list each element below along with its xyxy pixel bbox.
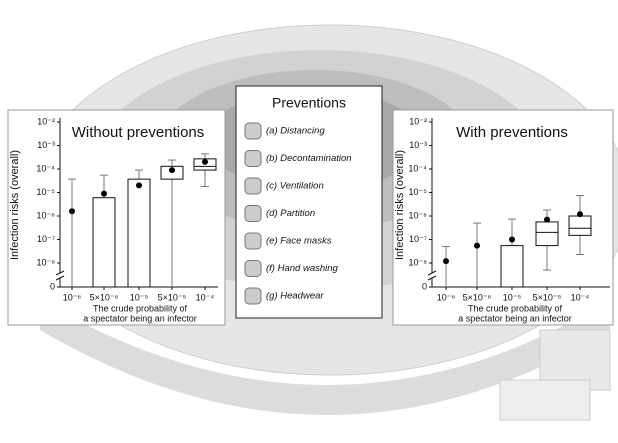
axis-break — [55, 270, 65, 276]
x-tick-label: 5×10⁻⁵ — [533, 292, 562, 302]
prevention-item: (d) Partition — [266, 208, 315, 219]
y-tick-label: 10⁻⁸ — [408, 257, 427, 267]
prevention-item: (a) Distancing — [266, 126, 325, 137]
y-tick-label: 0 — [50, 281, 55, 291]
y-tick-label: 10⁻⁴ — [408, 163, 427, 173]
y-tick-label: 10⁻² — [409, 116, 427, 126]
chart-title: With preventions — [456, 124, 568, 141]
prevention-icon — [244, 122, 262, 140]
x-tick-label: 10⁻⁴ — [571, 292, 590, 302]
mean-dot — [136, 182, 142, 189]
y-tick-label: 10⁻⁴ — [36, 163, 55, 173]
x-tick-label: 10⁻⁵ — [130, 292, 149, 302]
prevention-icon — [244, 232, 262, 250]
y-tick-label: 10⁻⁷ — [409, 234, 427, 244]
left-panel — [7, 109, 226, 326]
axis-break — [55, 275, 65, 281]
mean-dot — [169, 167, 175, 174]
prevention-item: (c) Ventilation — [266, 181, 324, 192]
mean-dot — [577, 211, 583, 218]
x-tick-label: 5×10⁻⁵ — [158, 292, 187, 302]
mean-dot — [443, 258, 449, 265]
x-tick-label: 10⁻⁴ — [196, 292, 215, 302]
x-tick-label: 10⁻⁶ — [63, 292, 82, 302]
y-tick-label: 10⁻⁵ — [37, 187, 56, 197]
y-tick-label: 10⁻³ — [37, 140, 55, 150]
y-tick-label: 10⁻⁶ — [409, 210, 428, 220]
mean-dot — [202, 158, 208, 165]
box — [92, 197, 116, 288]
chart-title: Without preventions — [72, 124, 205, 141]
y-tick-label: 0 — [422, 281, 427, 291]
x-axis-label: The crude probability of — [468, 303, 563, 313]
preventions-title: Preventions — [272, 95, 346, 111]
mean-dot — [101, 190, 107, 197]
y-tick-label: 10⁻² — [37, 116, 55, 126]
x-tick-label: 5×10⁻⁶ — [90, 292, 119, 302]
prevention-item: (b) Decontamination — [266, 153, 352, 164]
y-tick-label: 10⁻⁷ — [37, 234, 55, 244]
box — [535, 221, 559, 247]
prevention-panel — [235, 85, 383, 319]
x-axis-label: a spectator being an infector — [83, 313, 197, 323]
x-tick-label: 5×10⁻⁶ — [463, 292, 492, 302]
y-tick-label: 10⁻⁸ — [36, 257, 55, 267]
x-axis-label: a spectator being an infector — [458, 313, 572, 323]
axis-break — [427, 270, 437, 276]
prevention-icon — [244, 287, 262, 305]
mean-dot — [509, 236, 515, 243]
mean-dot — [69, 208, 75, 215]
box — [500, 245, 524, 288]
x-tick-label: 10⁻⁵ — [503, 292, 522, 302]
x-axis-label: The crude probability of — [93, 303, 188, 313]
mean-dot — [544, 216, 550, 223]
prevention-icons — [244, 122, 262, 305]
prevention-icon — [244, 260, 262, 277]
prevention-item: (f) Hand washing — [266, 263, 339, 274]
y-tick-label: 10⁻⁶ — [37, 210, 56, 220]
y-axis-label: Infection risks (overall) — [394, 150, 406, 260]
y-tick-label: 10⁻³ — [409, 140, 427, 150]
prevention-icon — [244, 177, 262, 195]
y-axis-label: Infection risks (overall) — [9, 150, 21, 260]
y-tick-label: 10⁻⁵ — [409, 187, 428, 197]
x-tick-label: 10⁻⁶ — [437, 292, 456, 302]
prevention-icon — [244, 150, 262, 167]
mean-dot — [474, 242, 480, 249]
prevention-icon — [244, 205, 262, 222]
prevention-item: (e) Face masks — [266, 236, 332, 247]
box — [568, 215, 592, 236]
axis-break — [427, 275, 437, 281]
box — [127, 178, 151, 288]
prevention-item: (g) Headwear — [266, 291, 324, 302]
